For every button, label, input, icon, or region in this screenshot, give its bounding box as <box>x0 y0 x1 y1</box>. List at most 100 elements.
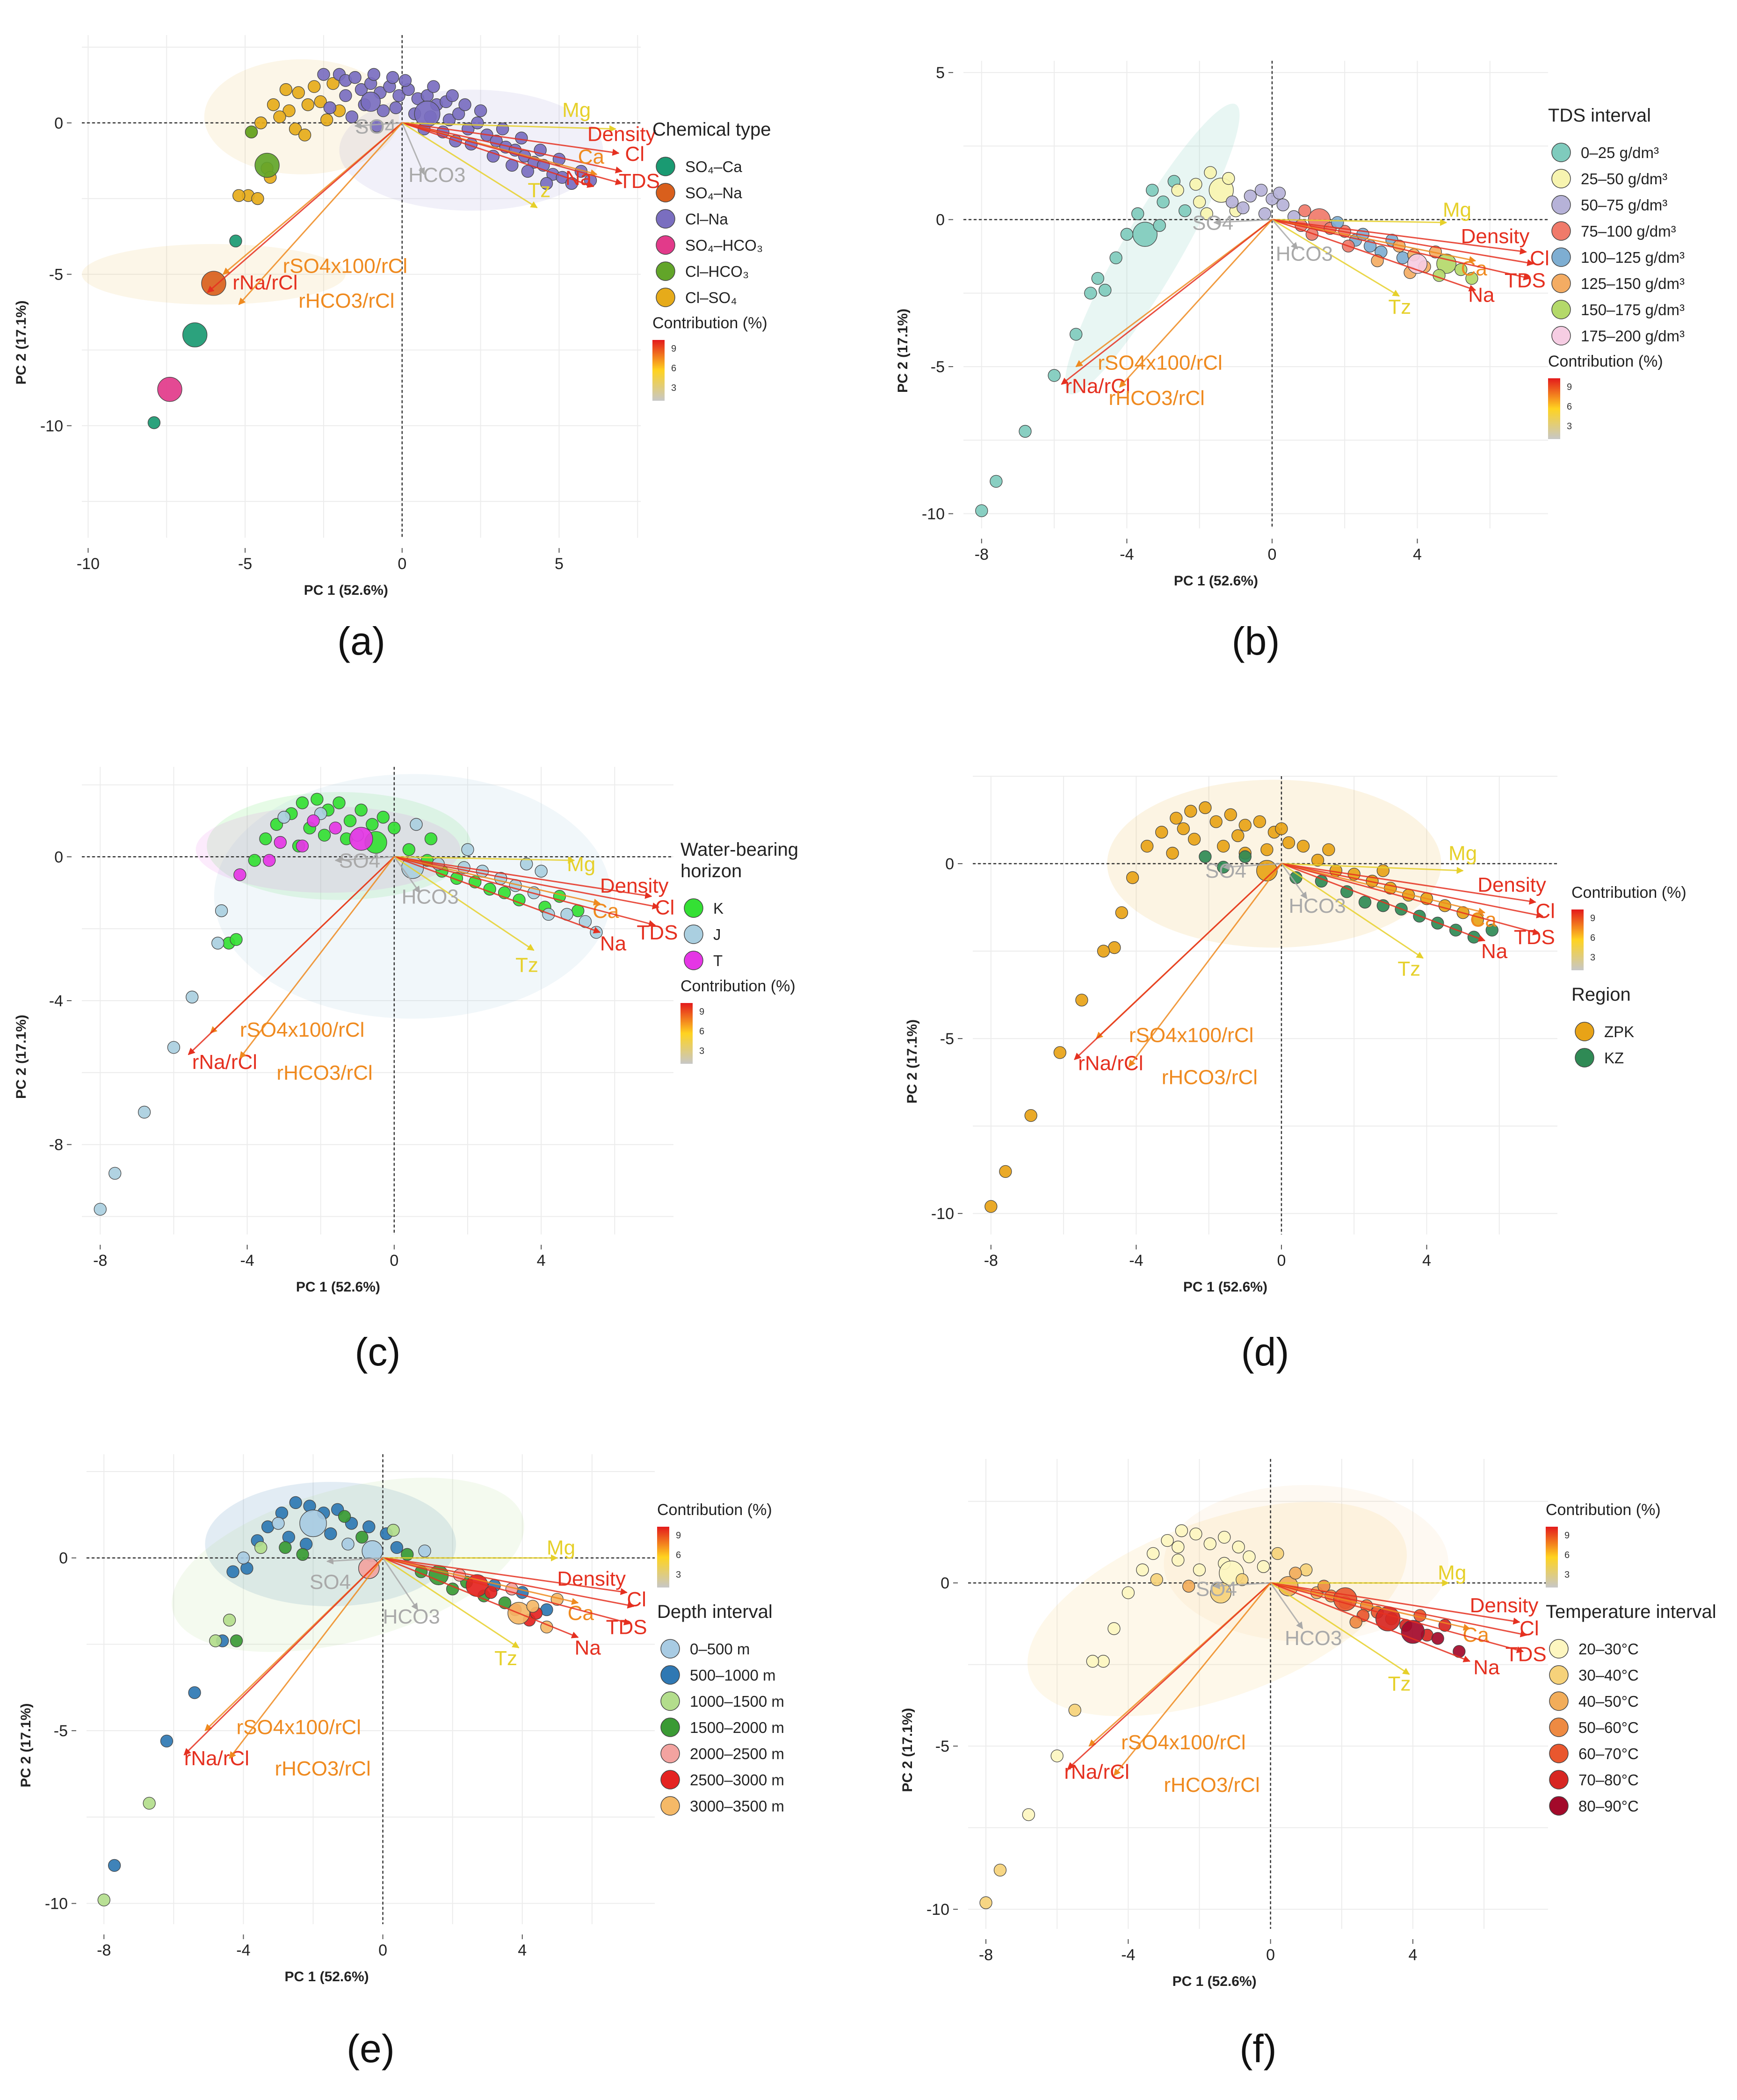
data-point <box>289 1496 302 1509</box>
data-point <box>458 98 471 111</box>
legend-swatch <box>656 288 675 307</box>
vector-label: rSO4x100/rCl <box>1121 1731 1246 1754</box>
data-point <box>289 123 302 136</box>
data-point <box>1257 1560 1270 1573</box>
data-point <box>226 1565 239 1578</box>
contribution-title: Contribution (%) <box>680 977 796 995</box>
data-point <box>282 104 296 117</box>
vector-arrow <box>402 122 620 156</box>
contribution-tick: 6 <box>676 1550 681 1560</box>
legend-swatch <box>656 209 675 229</box>
data-point <box>1189 1527 1202 1541</box>
x-tick-label: -4 <box>1120 546 1134 563</box>
vector-label: Cl <box>1530 247 1549 270</box>
x-axis-label: PC 1 (52.6%) <box>285 1969 369 1985</box>
legend-title: Temperature interval <box>1546 1602 1716 1622</box>
legend-entry: 2000–2500 m <box>690 1745 784 1762</box>
y-axis-label: PC 2 (17.1%) <box>14 1015 29 1099</box>
legend-title-line: Chemical type <box>652 119 771 140</box>
data-point <box>233 868 246 881</box>
data-point <box>259 832 272 845</box>
contribution-tick: 3 <box>699 1046 704 1056</box>
legend-swatch <box>660 1691 680 1711</box>
data-point <box>526 1600 539 1613</box>
data-point <box>542 908 555 921</box>
contribution-tick: 9 <box>699 1007 704 1017</box>
vector-label: Ca <box>1462 1624 1489 1646</box>
data-point <box>230 1634 243 1647</box>
vector-arrow <box>1272 219 1534 267</box>
vector-arrow <box>402 122 594 188</box>
data-point <box>1224 808 1237 821</box>
legend-entry: 60–70°C <box>1578 1745 1639 1762</box>
data-point <box>138 1105 151 1119</box>
legend: Contribution (%) 9 6 3 Depth interval 0–500 m… <box>657 1501 784 1816</box>
data-point <box>1084 287 1097 300</box>
y-tick-label: -4 <box>49 992 63 1010</box>
vector-arrow <box>1281 863 1424 959</box>
data-point <box>376 104 390 117</box>
data-point <box>990 475 1003 488</box>
data-point <box>1166 846 1179 860</box>
data-point <box>188 1686 201 1699</box>
panel-caption: (c) <box>355 1330 401 1374</box>
legend-title-line: Depth interval <box>657 1602 773 1622</box>
legend-swatch <box>684 898 703 918</box>
data-point <box>1396 251 1410 265</box>
vector-arrow <box>1272 219 1531 281</box>
data-point <box>277 811 290 824</box>
vector-arrow <box>326 1557 383 1565</box>
data-point <box>1107 1622 1121 1635</box>
legend-swatch <box>1549 1744 1569 1763</box>
data-point <box>343 814 357 828</box>
data-point <box>160 1734 174 1747</box>
data-point <box>1070 328 1083 341</box>
data-point <box>1022 1808 1035 1821</box>
data-point <box>376 811 390 824</box>
legend-swatch <box>1551 247 1571 267</box>
x-tick-label: 0 <box>390 1252 398 1270</box>
vector-arrow <box>183 1557 384 1755</box>
vector-arrow <box>1281 863 1464 874</box>
x-tick-label: -8 <box>984 1252 998 1270</box>
data-point <box>298 129 311 142</box>
contribution-tick: 3 <box>676 1570 681 1580</box>
legend-entry: 20–30°C <box>1578 1640 1639 1658</box>
data-point <box>1340 885 1353 898</box>
data-point <box>1172 1553 1185 1567</box>
vector-label: Density <box>587 123 656 146</box>
data-point <box>1253 815 1267 828</box>
data-point <box>452 107 465 121</box>
legend-swatch <box>660 1718 680 1737</box>
y-axis-label: PC 2 (17.1%) <box>895 309 911 393</box>
data-points <box>94 793 603 1216</box>
vector-label: Na <box>1468 284 1495 307</box>
y-tick-label: 0 <box>945 855 954 873</box>
vector-label: Density <box>1470 1594 1539 1617</box>
x-tick-label: -8 <box>979 1946 993 1964</box>
data-point <box>1465 272 1478 285</box>
data-point <box>1254 184 1268 197</box>
y-tick-label: -10 <box>931 1205 954 1223</box>
legend-swatch <box>656 235 675 255</box>
group-ellipse <box>214 774 611 1019</box>
contribution-title: Contribution (%) <box>1546 1501 1661 1519</box>
data-point <box>386 71 399 84</box>
vector-arrow <box>1223 863 1282 871</box>
vector-label: rSO4x100/rCl <box>237 1716 362 1739</box>
data-point <box>345 110 359 123</box>
legend-entry: 75–100 g/dm³ <box>1581 223 1676 240</box>
legend-swatch <box>660 1770 680 1790</box>
data-point <box>1157 195 1170 209</box>
x-tick-label: -8 <box>93 1252 107 1270</box>
vector-label: Cl <box>1520 1617 1539 1640</box>
legend-entry: 50–75 g/dm³ <box>1581 196 1667 214</box>
y-tick-label: 0 <box>941 1574 949 1592</box>
data-point <box>1109 251 1122 265</box>
legend-title: Water-bearing horizon <box>680 839 798 881</box>
data-point <box>320 113 333 126</box>
vector-label: rHCO3/rCl <box>1162 1066 1258 1089</box>
legend-title: Region <box>1571 984 1631 1005</box>
